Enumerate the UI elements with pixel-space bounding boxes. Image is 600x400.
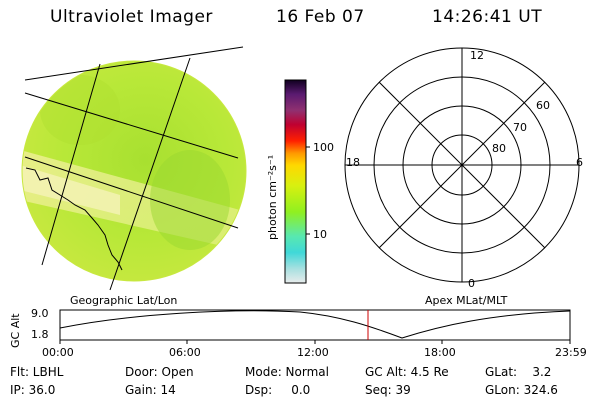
colorbar-unit-label: photon cm⁻²s⁻¹: [266, 154, 279, 240]
header-time: 14:26:41 UT: [432, 7, 543, 27]
mlt-label-12: 12: [470, 49, 484, 62]
status-mode: Mode: Normal: [245, 365, 329, 379]
status-flt: Flt: LBHL: [10, 365, 64, 379]
status-ip: IP: 36.0: [10, 383, 56, 397]
mlt-label-0: 0: [468, 277, 475, 290]
status-glat: GLat: 3.2: [485, 365, 552, 379]
image-caption: Geographic Lat/Lon: [70, 294, 178, 307]
altitude-plot: [59, 309, 571, 344]
colorbar-tick-100: 100: [313, 141, 334, 154]
colorbar-tick-10: 10: [313, 228, 327, 241]
altitude-xtick-3: 18:00: [424, 346, 456, 359]
status-dsp: Dsp: 0.0: [245, 383, 311, 397]
colorbar: [284, 79, 307, 284]
altitude-ytick-bottom: 1.8: [31, 328, 49, 341]
altitude-xtick-0: 00:00: [42, 346, 74, 359]
lat-label-60: 60: [536, 99, 550, 112]
status-door: Door: Open: [125, 365, 194, 379]
altitude-ylabel: GC Alt: [9, 313, 22, 348]
altitude-xtick-1: 06:00: [169, 346, 201, 359]
mlt-label-6: 6: [576, 156, 583, 169]
status-gain: Gain: 14: [125, 383, 176, 397]
status-seq: Seq: 39: [365, 383, 411, 397]
altitude-ytick-top: 9.0: [31, 307, 49, 320]
lat-label-70: 70: [513, 121, 527, 134]
altitude-xtick-4: 23:59: [555, 346, 587, 359]
lat-label-80: 80: [492, 142, 506, 155]
status-gc-alt: GC Alt: 4.5 Re: [365, 365, 449, 379]
polar-caption: Apex MLat/MLT: [425, 294, 508, 307]
uv-image-disk: [21, 60, 247, 282]
mlt-label-18: 18: [346, 156, 360, 169]
status-glon: GLon: 324.6: [485, 383, 558, 397]
geographic-grid: [24, 46, 244, 291]
app-title: Ultraviolet Imager: [50, 7, 213, 27]
polar-plot: [344, 47, 580, 283]
header-date: 16 Feb 07: [276, 7, 365, 27]
altitude-curve: [59, 310, 571, 339]
coastline: [25, 167, 123, 271]
altitude-xtick-2: 12:00: [297, 346, 329, 359]
